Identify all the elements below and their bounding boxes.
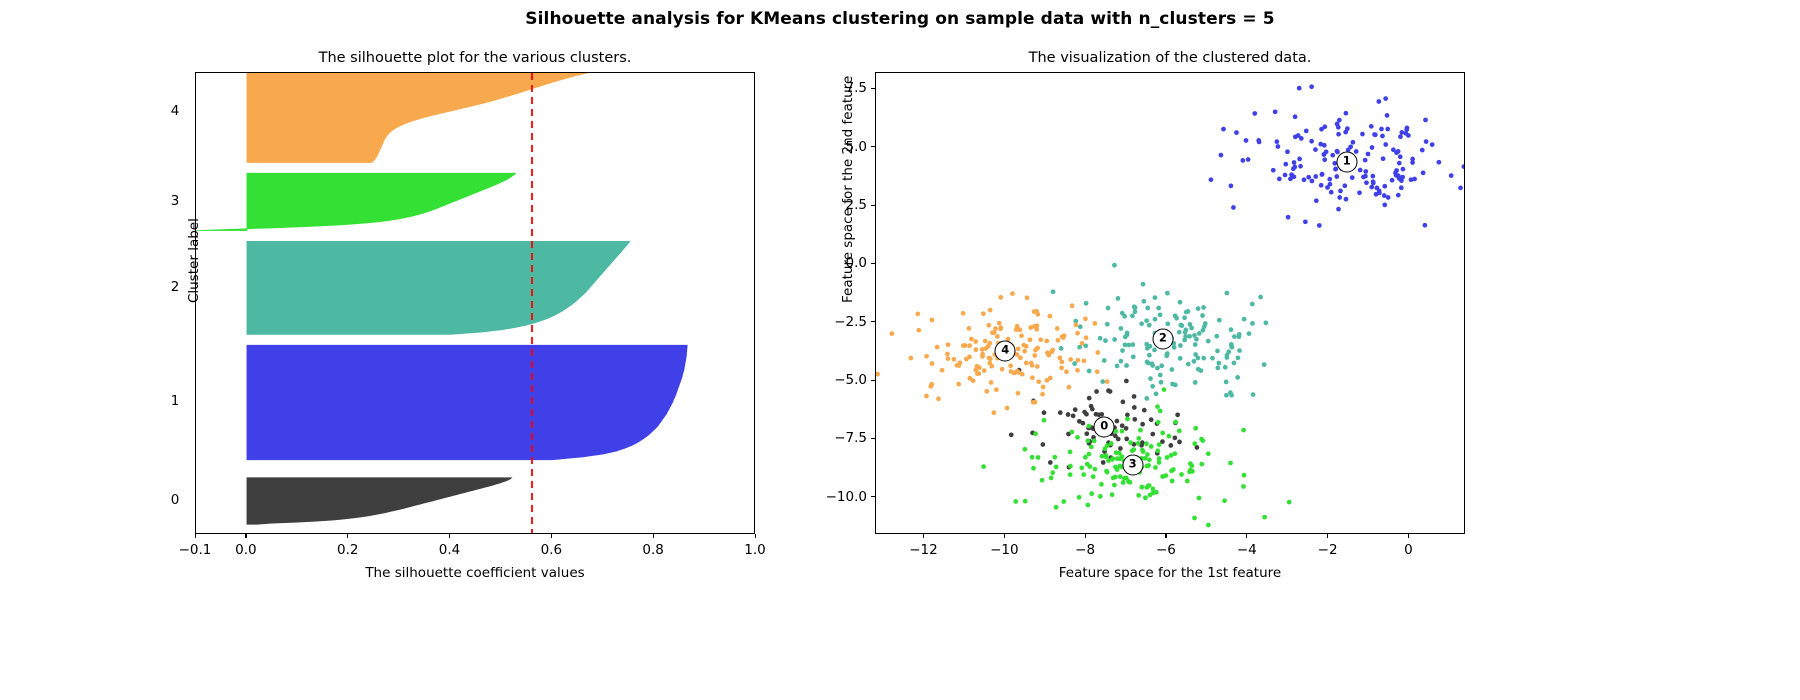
scatter-plot-title: The visualization of the clustered data. <box>1028 50 1312 66</box>
silhouette-x-tickmark <box>347 534 349 538</box>
silhouette-x-tickmark <box>754 534 756 538</box>
centroid-marker-2: 2 <box>1152 328 1174 350</box>
scatter-x-tick-label: −12 <box>909 542 938 558</box>
scatter-x-tick-label: −2 <box>1317 542 1338 558</box>
silhouette-cluster-4 <box>246 73 589 163</box>
silhouette-x-tick-label: 0.8 <box>642 542 664 558</box>
silhouette-x-tickmark <box>550 534 552 538</box>
scatter-cluster-1 <box>1208 84 1464 228</box>
silhouette-y-axis-label: Cluster label <box>186 218 202 303</box>
silhouette-x-tickmark <box>652 534 654 538</box>
scatter-y-tickmark <box>871 437 875 439</box>
scatter-x-tick-label: 0 <box>1404 542 1413 558</box>
scatter-y-tickmark <box>871 321 875 323</box>
scatter-y-tickmark <box>871 146 875 148</box>
silhouette-x-tick-label: 0.6 <box>540 542 563 558</box>
figure-suptitle: Silhouette analysis for KMeans clusterin… <box>525 9 1275 29</box>
scatter-x-tickmark <box>1327 534 1329 538</box>
scatter-x-tickmark <box>1165 534 1167 538</box>
scatter-y-axis-label: Feature space for the 2nd feature <box>840 75 856 303</box>
silhouette-plot-title: The silhouette plot for the various clus… <box>318 50 632 66</box>
scatter-panel: The visualization of the clustered data.… <box>820 0 1800 700</box>
scatter-y-tickmark <box>871 204 875 206</box>
scatter-y-tick-label: −5.0 <box>834 372 867 388</box>
silhouette-panel: The silhouette plot for the various clus… <box>0 0 820 700</box>
scatter-y-tick-label: 7.5 <box>845 80 867 97</box>
silhouette-x-tickmark <box>449 534 451 538</box>
scatter-x-tickmark <box>1407 534 1410 538</box>
silhouette-x-tickmark <box>194 534 196 538</box>
silhouette-cluster-1 <box>246 344 688 461</box>
centroid-marker-3: 3 <box>1122 454 1144 476</box>
scatter-y-tickmark <box>871 496 875 498</box>
scatter-y-tick-label: 2.5 <box>845 197 867 213</box>
scatter-y-tick-label: −7.5 <box>834 430 867 447</box>
silhouette-x-axis-label: The silhouette coefficient values <box>365 565 585 581</box>
silhouette-cluster-2 <box>246 240 631 335</box>
scatter-x-tickmark <box>1084 534 1086 538</box>
silhouette-cluster-3 <box>196 172 517 231</box>
scatter-x-tick-label: −6 <box>1156 542 1176 558</box>
silhouette-cluster-label-1: 1 <box>170 393 180 410</box>
scatter-y-tick-label: −2.5 <box>834 313 867 330</box>
scatter-y-tickmark <box>871 262 875 264</box>
silhouette-cluster-label-0: 0 <box>170 491 180 508</box>
scatter-x-tick-label: −10 <box>990 542 1019 558</box>
silhouette-cluster-label-4: 4 <box>170 103 180 120</box>
scatter-axes: 0 1 2 3 4 <box>875 72 1465 534</box>
scatter-x-axis-label: Feature space for the 1st feature <box>1058 565 1282 581</box>
scatter-y-tickmark <box>871 87 875 89</box>
silhouette-x-tick-label: 0.2 <box>336 542 359 558</box>
scatter-y-tickmark <box>871 379 875 381</box>
silhouette-x-tick-label: 0.0 <box>235 542 257 558</box>
silhouette-x-tick-label: 1.0 <box>744 542 766 558</box>
scatter-y-tick-label: 5.0 <box>845 138 867 155</box>
silhouette-x-tick-label: 0.4 <box>438 542 461 558</box>
scatter-points <box>876 84 1464 528</box>
silhouette-axes <box>195 72 755 534</box>
silhouette-x-tickmark <box>245 534 247 538</box>
scatter-x-tick-label: −8 <box>1075 542 1096 558</box>
scatter-x-tickmark <box>1003 534 1005 538</box>
silhouette-cluster-0 <box>246 477 513 525</box>
silhouette-cluster-label-3: 3 <box>170 192 180 209</box>
scatter-x-tickmark <box>1246 534 1248 538</box>
scatter-cluster-2 <box>1050 262 1269 401</box>
silhouette-areas <box>196 73 688 533</box>
scatter-y-tick-label: −10.0 <box>825 488 867 505</box>
scatter-x-tickmark <box>922 534 925 538</box>
centroid-marker-1: 1 <box>1336 151 1358 173</box>
scatter-y-tick-label: 0.0 <box>845 255 867 272</box>
scatter-x-tick-label: −4 <box>1236 542 1257 558</box>
scatter-cluster-4 <box>876 291 1110 416</box>
centroid-marker-4: 4 <box>994 340 1016 362</box>
silhouette-cluster-label-2: 2 <box>170 278 180 295</box>
silhouette-x-tick-label: −0.1 <box>178 542 212 558</box>
centroid-marker-0: 0 <box>1093 416 1115 437</box>
